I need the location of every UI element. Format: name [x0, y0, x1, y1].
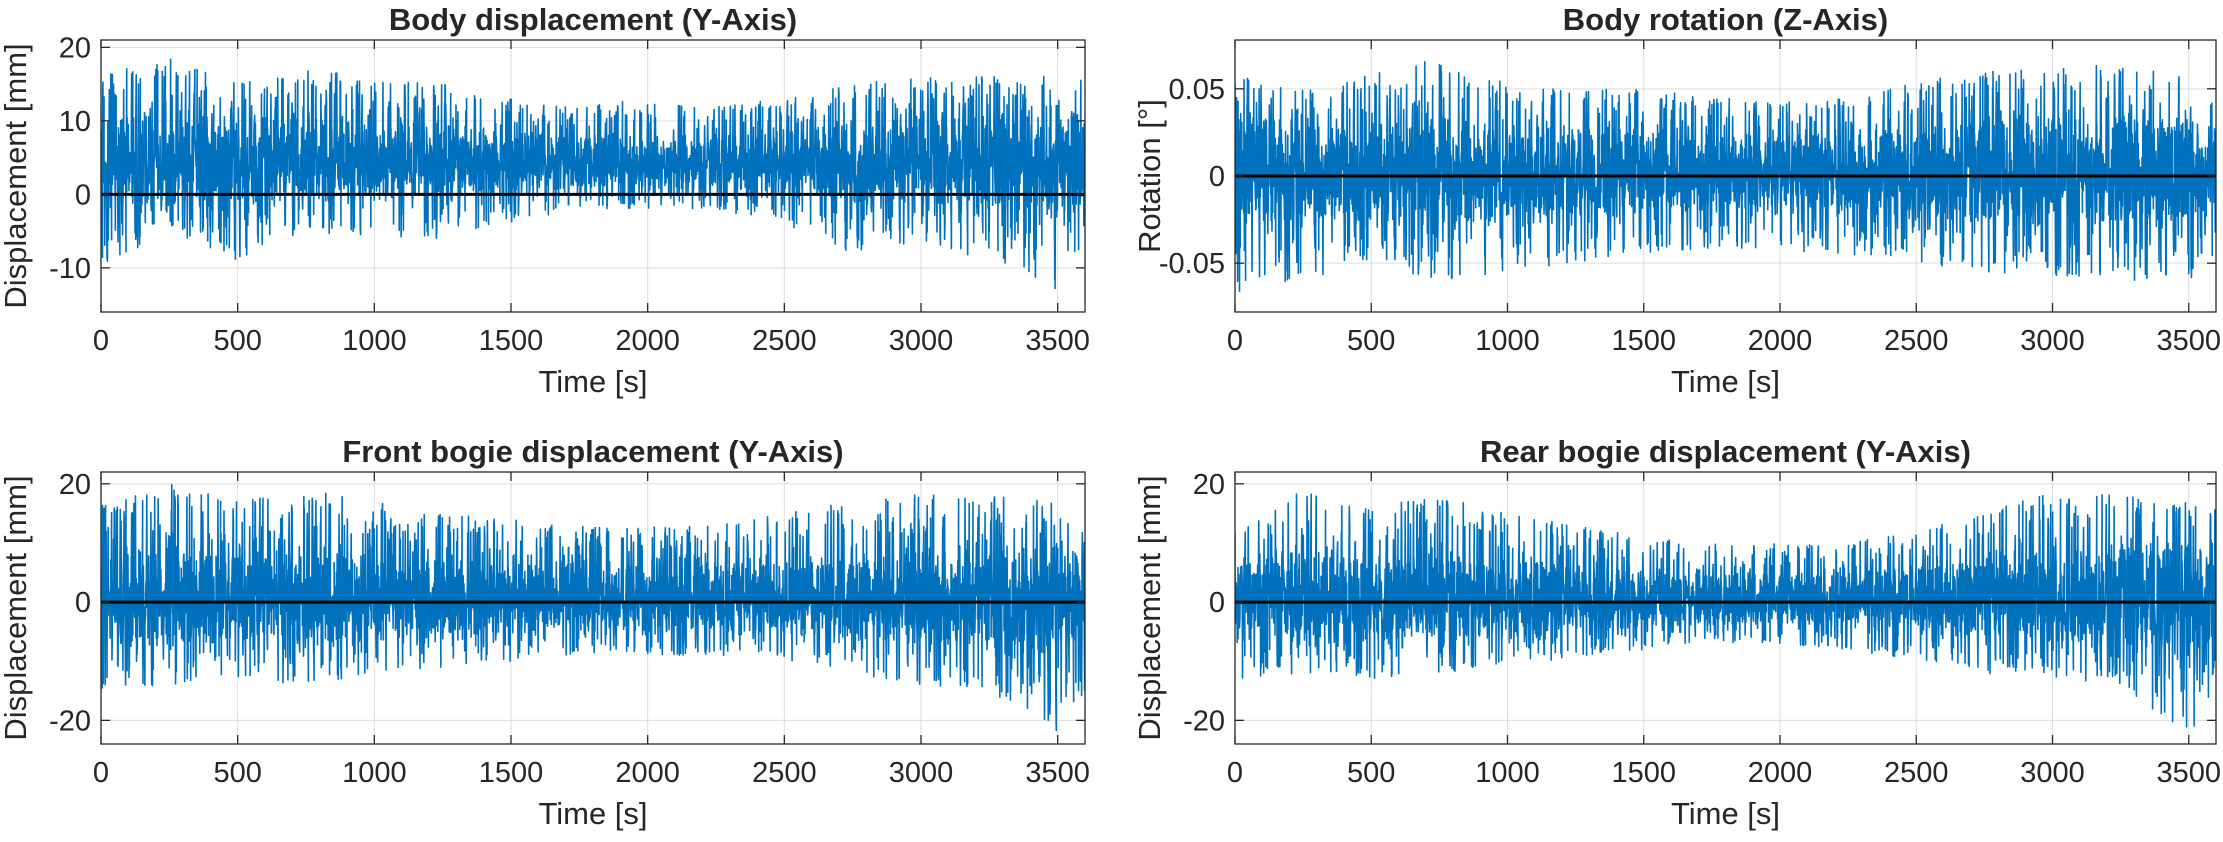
y-tick-label: -20 [1183, 705, 1225, 737]
x-tick-label: 1000 [1475, 757, 1540, 789]
x-tick-label: 3000 [889, 325, 954, 357]
y-axis-label: Displacement [mm] [1132, 475, 1167, 740]
y-axis-label: Displacement [mm] [0, 43, 33, 308]
x-tick-label: 3000 [2020, 325, 2085, 357]
x-tick-label: 1500 [1611, 325, 1676, 357]
x-tick-label: 2500 [1884, 757, 1949, 789]
y-tick-label: 20 [1193, 469, 1225, 501]
axes-box [1234, 471, 2217, 745]
axes-box [100, 471, 1086, 745]
y-tick-label: 20 [59, 469, 91, 501]
x-tick-label: 1500 [1611, 757, 1676, 789]
x-tick-label: 3000 [2020, 757, 2085, 789]
y-tick-label: 20 [59, 32, 91, 64]
x-tick-label: 0 [1227, 757, 1243, 789]
x-tick-label: 2500 [752, 325, 817, 357]
x-tick-label: 500 [1347, 757, 1395, 789]
x-tick-label: 2000 [1748, 757, 1813, 789]
x-tick-label: 1500 [479, 325, 544, 357]
chart-body-displacement-y-axis: 0 500 1000 1500 2000 2500 3000 3500 -10 0 10 20 Body… [0, 2, 1090, 399]
axes-box [100, 39, 1086, 313]
x-tick-label: 3500 [1025, 757, 1090, 789]
x-tick-label: 2000 [615, 325, 680, 357]
x-tick-label: 3000 [889, 757, 954, 789]
x-tick-label: 2500 [1884, 325, 1949, 357]
x-tick-label: 1000 [342, 325, 407, 357]
x-axis-label: Time [s] [1671, 364, 1780, 399]
y-tick-label: 0.05 [1169, 74, 1225, 106]
y-tick-label: 0 [1209, 587, 1225, 619]
x-tick-label: 1000 [342, 757, 407, 789]
x-tick-label: 500 [1347, 325, 1395, 357]
chart-title: Rear bogie displacement (Y-Axis) [1480, 434, 1971, 469]
x-tick-label: 3500 [1025, 325, 1090, 357]
y-tick-label: 0 [75, 179, 91, 211]
x-tick-label: 1000 [1475, 325, 1540, 357]
y-tick-label: 0 [1209, 161, 1225, 193]
x-tick-label: 2000 [1748, 325, 1813, 357]
series-line-body-displacement [101, 58, 1085, 290]
x-tick-label: 1500 [479, 757, 544, 789]
x-tick-label: 0 [93, 757, 109, 789]
chart-body-rotation-z-axis: 0 500 1000 1500 2000 2500 3000 3500 -0.05 0 0.05 Bo… [1132, 2, 2221, 399]
y-tick-label: 0 [75, 587, 91, 619]
y-axis-label: Displacement [mm] [0, 475, 33, 740]
x-axis-label: Time [s] [1671, 796, 1780, 831]
chart-title: Body rotation (Z-Axis) [1563, 2, 1889, 37]
y-tick-label: -20 [49, 705, 91, 737]
y-tick-label: 10 [59, 106, 91, 138]
series-line-body-rotation [1235, 60, 2216, 292]
x-tick-label: 0 [93, 325, 109, 357]
x-axis-label: Time [s] [538, 796, 647, 831]
series-line-front-bogie-displacement [101, 483, 1085, 732]
chart-title: Front bogie displacement (Y-Axis) [342, 434, 843, 469]
x-tick-label: 2500 [752, 757, 817, 789]
x-axis-label: Time [s] [538, 364, 647, 399]
x-tick-label: 2000 [615, 757, 680, 789]
x-tick-label: 3500 [2156, 325, 2221, 357]
x-tick-label: 3500 [2156, 757, 2221, 789]
series-line-rear-bogie-displacement [1235, 493, 2216, 728]
y-tick-label: -10 [49, 253, 91, 285]
x-tick-label: 500 [213, 325, 261, 357]
x-tick-label: 500 [213, 757, 261, 789]
chart-title: Body displacement (Y-Axis) [389, 2, 797, 37]
x-tick-label: 0 [1227, 325, 1243, 357]
y-tick-label: -0.05 [1159, 248, 1225, 280]
y-axis-label: Rotation [°] [1132, 99, 1167, 253]
chart-front-bogie-displacement-y-axis: 0 500 1000 1500 2000 2500 3000 3500-20020Front … [0, 434, 1090, 831]
